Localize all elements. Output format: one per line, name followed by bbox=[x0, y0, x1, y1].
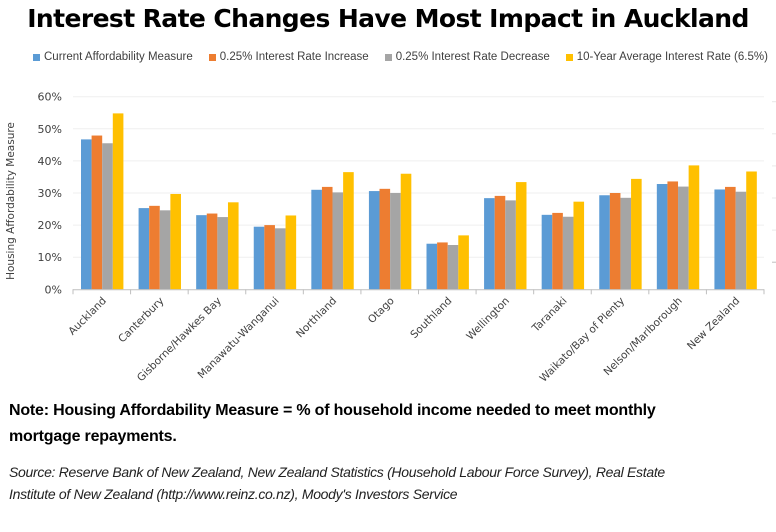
bar-northland-series-1 bbox=[321, 186, 333, 290]
bar-manawatu-wanganui-series-2 bbox=[274, 228, 286, 290]
bar-manawatu-wanganui-series-0 bbox=[253, 226, 265, 290]
bar-southland-series-1 bbox=[437, 242, 448, 290]
bars bbox=[81, 113, 757, 290]
x-tick-label: Auckland bbox=[66, 295, 109, 338]
bar-southland-series-2 bbox=[447, 245, 459, 290]
y-axis-ticks: 0% 10% 20% 30% 40% 50% 60% bbox=[38, 91, 62, 297]
legend-swatch-decrease bbox=[384, 53, 392, 61]
bar-manawatu-wanganui-series-3 bbox=[285, 215, 297, 290]
chart-source: Source: Reserve Bank of New Zealand, New… bbox=[9, 464, 665, 502]
bar-new-zealand-series-0 bbox=[714, 189, 726, 290]
legend-label-increase: 0.25% Interest Rate Increase bbox=[219, 51, 369, 63]
y-tick-label: 10% bbox=[38, 251, 62, 264]
bar-waikato-bay-of-plenty-series-3 bbox=[631, 178, 642, 290]
bar-manawatu-wanganui-series-1 bbox=[264, 225, 275, 290]
y-tick-label: 60% bbox=[38, 91, 62, 104]
gridlines bbox=[73, 96, 764, 258]
x-tick-label: Wellington bbox=[464, 295, 512, 343]
y-tick-label: 0% bbox=[45, 283, 62, 296]
bar-wellington-series-1 bbox=[494, 195, 506, 290]
bar-auckland-series-1 bbox=[91, 135, 103, 290]
y-tick-label: 40% bbox=[38, 155, 62, 168]
legend-label-decrease: 0.25% Interest Rate Decrease bbox=[395, 51, 550, 63]
bar-gisborne-hawkes-bay-series-1 bbox=[206, 213, 218, 290]
bar-otago-series-1 bbox=[379, 188, 391, 290]
bar-taranaki-series-0 bbox=[541, 214, 553, 290]
right-edge-ticks bbox=[772, 101, 776, 263]
x-tick-label: New Zealand bbox=[685, 295, 742, 352]
bar-northland-series-0 bbox=[311, 189, 322, 290]
y-tick-label: 20% bbox=[38, 219, 62, 232]
bar-nelson-marlborough-series-0 bbox=[656, 184, 668, 290]
x-tick-label: Otago bbox=[366, 295, 397, 326]
bar-taranaki-series-3 bbox=[573, 201, 585, 290]
bar-southland-series-3 bbox=[458, 235, 469, 290]
bar-waikato-bay-of-plenty-series-1 bbox=[609, 193, 621, 290]
bar-taranaki-series-1 bbox=[552, 212, 563, 290]
bar-nelson-marlborough-series-1 bbox=[667, 181, 679, 290]
bar-auckland-series-2 bbox=[102, 143, 113, 290]
legend-label-10yr-average: 10-Year Average Interest Rate (6.5%) bbox=[576, 51, 768, 63]
chart-note: Note: Housing Affordability Measure = % … bbox=[9, 402, 656, 445]
bar-new-zealand-series-3 bbox=[746, 171, 757, 290]
legend-item-current: Current Affordability Measure bbox=[33, 51, 193, 63]
bar-wellington-series-0 bbox=[484, 198, 495, 290]
bar-taranaki-series-2 bbox=[562, 216, 574, 290]
y-tick-label: 50% bbox=[38, 123, 62, 136]
legend-swatch-increase bbox=[208, 53, 216, 61]
legend-label-current: Current Affordability Measure bbox=[44, 51, 193, 63]
bar-northland-series-2 bbox=[332, 192, 344, 290]
bar-chart: 0% 10% 20% 30% 40% 50% 60% Housing Affordabili… bbox=[5, 91, 776, 385]
y-tick-label: 30% bbox=[38, 187, 62, 200]
bar-otago-series-0 bbox=[368, 191, 380, 290]
bar-otago-series-2 bbox=[390, 193, 401, 290]
bar-northland-series-3 bbox=[343, 172, 354, 290]
bar-gisborne-hawkes-bay-series-3 bbox=[227, 202, 239, 290]
bar-gisborne-hawkes-bay-series-2 bbox=[217, 217, 228, 290]
bar-canterbury-series-2 bbox=[159, 210, 171, 290]
x-tick-label: Taranaki bbox=[529, 295, 569, 335]
y-axis-title: Housing Affordability Measure bbox=[5, 122, 17, 280]
bar-nelson-marlborough-series-2 bbox=[678, 186, 689, 290]
bar-otago-series-3 bbox=[400, 173, 412, 290]
legend-swatch-current bbox=[33, 53, 40, 61]
x-tick-label: Northland bbox=[294, 295, 339, 340]
bar-wellington-series-2 bbox=[505, 200, 516, 290]
chart-legend: Current Affordability Measure 0.25% Inte… bbox=[33, 49, 776, 65]
legend-swatch-10yr-average bbox=[565, 53, 573, 61]
bar-auckland-series-0 bbox=[81, 139, 92, 290]
bar-southland-series-0 bbox=[426, 243, 438, 290]
legend-item-10yr-average: 10-Year Average Interest Rate (6.5%) bbox=[565, 51, 768, 63]
bar-nelson-marlborough-series-3 bbox=[688, 165, 700, 290]
bar-waikato-bay-of-plenty-series-0 bbox=[599, 195, 610, 290]
bar-canterbury-series-1 bbox=[149, 205, 160, 290]
bar-wellington-series-3 bbox=[515, 182, 527, 290]
x-tick-label: Southland bbox=[408, 295, 454, 341]
x-tick-label: Canterbury bbox=[116, 295, 166, 345]
bar-auckland-series-3 bbox=[112, 113, 124, 290]
bar-canterbury-series-3 bbox=[170, 193, 181, 290]
x-axis bbox=[72, 289, 765, 295]
bar-waikato-bay-of-plenty-series-2 bbox=[620, 197, 632, 290]
legend-item-increase: 0.25% Interest Rate Increase bbox=[208, 51, 369, 63]
bar-new-zealand-series-2 bbox=[735, 191, 747, 290]
chart-title: Interest Rate Changes Have Most Impact i… bbox=[27, 4, 749, 33]
bar-gisborne-hawkes-bay-series-0 bbox=[196, 215, 207, 290]
bar-new-zealand-series-1 bbox=[725, 186, 736, 290]
legend-item-decrease: 0.25% Interest Rate Decrease bbox=[384, 51, 550, 63]
bar-canterbury-series-0 bbox=[138, 208, 150, 290]
